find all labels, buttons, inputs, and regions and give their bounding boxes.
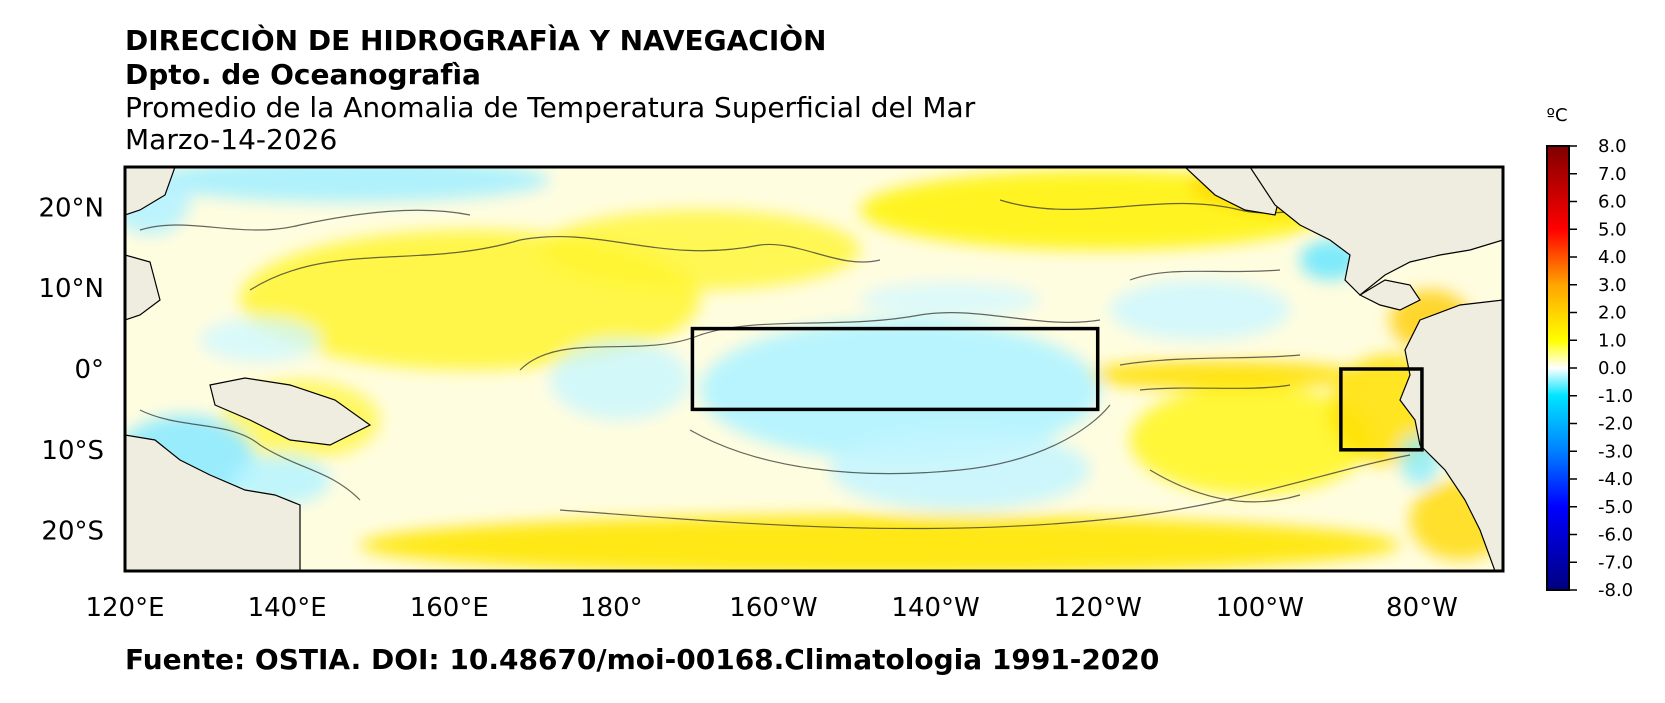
lon-tick-label: 160°W — [729, 593, 817, 623]
nino-3-4-box — [690, 326, 1100, 412]
map-date: Marzo-14-2026 — [125, 123, 338, 156]
lon-tick-label: 100°W — [1216, 593, 1304, 623]
lon-tick-label: 140°W — [891, 593, 979, 623]
colorbar-tick-label: -2.0 — [1598, 414, 1633, 435]
data-source: Fuente: OSTIA. DOI: 10.48670/moi-00168.C… — [125, 643, 1160, 676]
colorbar-ticks: 8.0 7.0 6.0 5.0 4.0 3.0 2.0 1.0 0.0 -1.0 -2.0 -3.0 -… — [1569, 136, 1633, 601]
nino-regions — [690, 326, 1424, 452]
colorbar: ºC 8.0 7.0 6.0 5.0 4.0 3.0 2.0 1.0 0.0 -1.0 -2.0 -3… — [1546, 105, 1633, 601]
latitude-axis: 20°N 10°N 0° 10°S 20°S — [38, 193, 104, 546]
lat-tick-label: 10°N — [38, 274, 104, 304]
colorbar-tick-label: 7.0 — [1598, 164, 1627, 185]
lon-tick-label: 160°E — [410, 593, 489, 623]
colorbar-tick-label: 3.0 — [1598, 275, 1627, 296]
colorbar-tick-label: -1.0 — [1598, 386, 1633, 407]
lon-tick-label: 120°E — [85, 593, 164, 623]
map-frame — [123, 165, 1505, 573]
colorbar-tick-label: 0.0 — [1598, 358, 1627, 379]
colorbar-tick-label: -3.0 — [1598, 441, 1633, 462]
longitude-axis: 120°E 140°E 160°E 180° 160°W 140°W 120°W 100°W 8… — [85, 593, 1457, 623]
colorbar-tick-label: 6.0 — [1598, 192, 1627, 213]
lat-tick-label: 0° — [74, 355, 104, 385]
colorbar-tick-label: -5.0 — [1598, 497, 1633, 518]
lon-tick-label: 180° — [580, 593, 643, 623]
colorbar-tick-label: 4.0 — [1598, 247, 1627, 268]
lat-tick-label: 20°N — [38, 193, 104, 223]
map-title-product: Promedio de la Anomalia de Temperatura S… — [125, 91, 976, 124]
colorbar-tick-label: -6.0 — [1598, 525, 1633, 546]
map-area — [125, 167, 1503, 571]
map-title-department: Dpto. de Oceanografìa — [125, 58, 481, 91]
lon-tick-label: 140°E — [248, 593, 327, 623]
land — [125, 167, 1503, 571]
map-title-institution: DIRECCIÒN DE HIDROGRAFÌA Y NAVEGACIÒN — [125, 24, 827, 57]
colorbar-tick-label: -8.0 — [1598, 580, 1633, 601]
colorbar-scale — [1546, 145, 1570, 591]
colorbar-tick-label: -7.0 — [1598, 552, 1633, 573]
lat-tick-label: 10°S — [41, 436, 104, 466]
colorbar-tick-label: 2.0 — [1598, 303, 1627, 324]
colorbar-tick-label: 1.0 — [1598, 330, 1627, 351]
nino-1-2-box — [1339, 367, 1424, 452]
colorbar-tick-label: 5.0 — [1598, 219, 1627, 240]
colorbar-unit: ºC — [1546, 105, 1567, 126]
lat-tick-label: 20°S — [41, 517, 104, 547]
colorbar-tick-label: 8.0 — [1598, 136, 1627, 157]
colorbar-tick-label: -4.0 — [1598, 469, 1633, 490]
anomaly-field — [125, 167, 1503, 571]
lon-tick-label: 120°W — [1054, 593, 1142, 623]
lon-tick-label: 80°W — [1386, 593, 1458, 623]
